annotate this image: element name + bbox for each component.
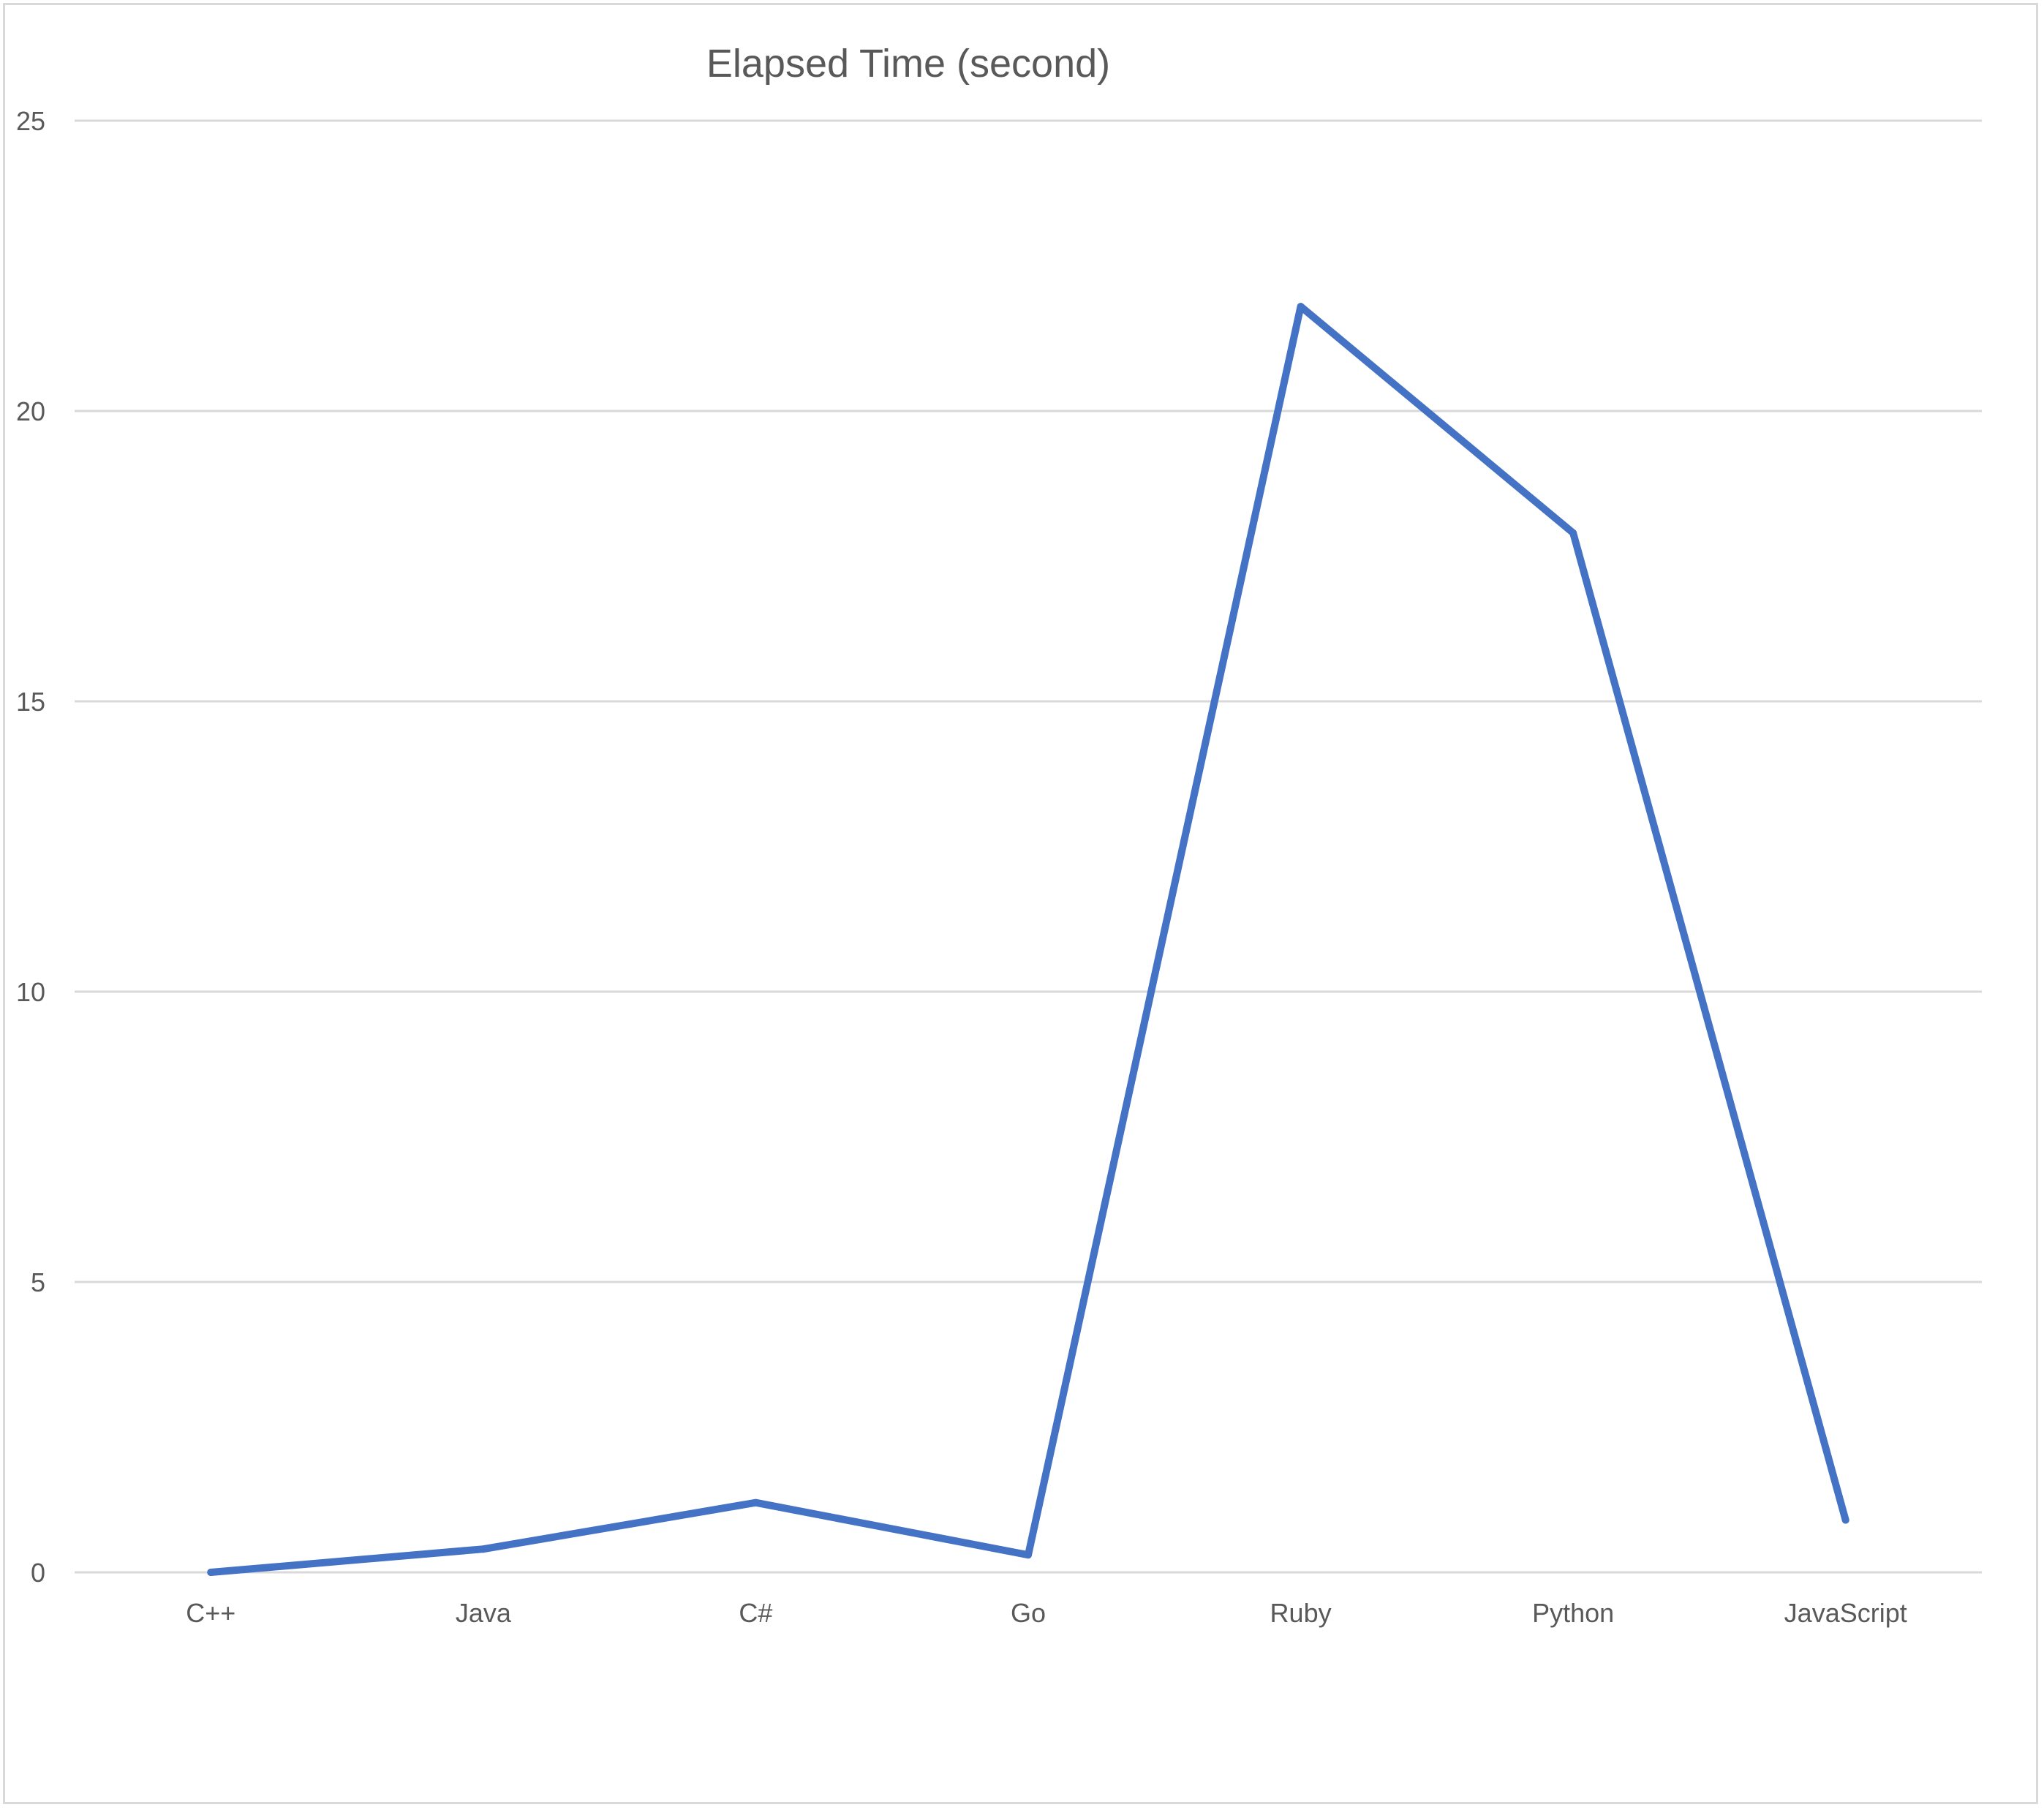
x-tick-label: Ruby xyxy=(1270,1598,1332,1628)
x-tick-label: Java xyxy=(456,1598,512,1628)
y-tick-label: 10 xyxy=(16,977,45,1007)
data-point xyxy=(1569,529,1577,537)
data-point xyxy=(1297,303,1305,311)
y-tick-label: 25 xyxy=(16,106,45,136)
chart-frame xyxy=(3,3,2038,1804)
series-layer xyxy=(207,303,1849,1576)
x-tick-label: Python xyxy=(1532,1598,1614,1628)
y-tick-label: 20 xyxy=(16,396,45,426)
chart-title: Elapsed Time (second) xyxy=(706,42,1110,86)
y-tick-label: 5 xyxy=(31,1267,45,1297)
data-point xyxy=(1025,1551,1032,1559)
x-axis-ticks: C++ Java C# Go Ruby Python JavaScript xyxy=(186,1598,1907,1628)
data-point xyxy=(207,1569,215,1576)
gridlines xyxy=(75,119,1982,1574)
data-point xyxy=(479,1545,487,1553)
x-tick-label: JavaScript xyxy=(1784,1598,1907,1628)
y-axis-ticks: 0 5 10 15 20 25 xyxy=(16,106,45,1588)
y-tick-label: 15 xyxy=(16,687,45,717)
x-tick-label: C++ xyxy=(186,1598,235,1628)
data-point xyxy=(752,1498,760,1507)
data-point xyxy=(1841,1516,1849,1524)
x-tick-label: C# xyxy=(739,1598,772,1628)
y-tick-label: 0 xyxy=(31,1558,45,1588)
x-tick-label: Go xyxy=(1011,1598,1046,1628)
series-line xyxy=(207,303,1849,1576)
